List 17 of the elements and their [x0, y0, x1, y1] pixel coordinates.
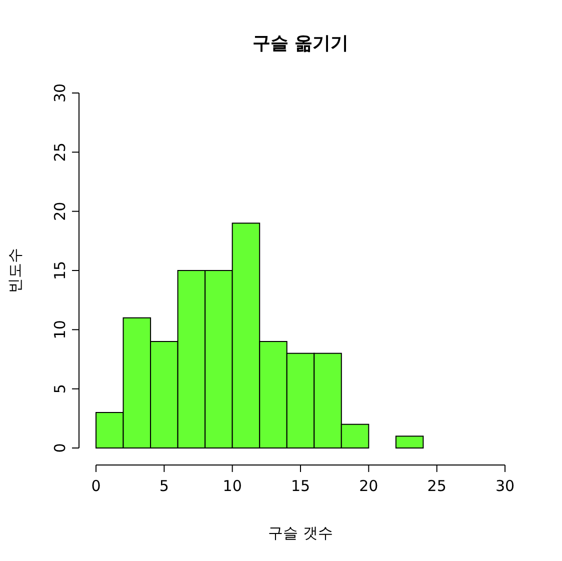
x-tick-label: 20 [359, 477, 378, 495]
x-tick-label: 10 [222, 477, 242, 495]
x-axis-title: 구슬 갯수 [268, 524, 333, 542]
x-tick-label: 15 [290, 477, 310, 495]
y-axis-title: 빈도수 [6, 248, 24, 293]
y-tick-label: 15 [51, 260, 69, 280]
y-tick-label: 10 [51, 320, 69, 340]
y-tick-label: 20 [51, 202, 69, 221]
x-tick-label: 5 [159, 477, 169, 495]
y-tick-label: 25 [51, 142, 69, 162]
y-tick-label: 5 [51, 384, 69, 394]
x-tick-label: 0 [91, 477, 101, 495]
y-tick-label: 30 [51, 83, 69, 103]
chart-title: 구슬 옮기기 [252, 33, 349, 54]
y-tick-label: 0 [51, 443, 69, 453]
x-tick-label: 25 [427, 477, 446, 495]
x-tick-label: 30 [495, 477, 515, 495]
